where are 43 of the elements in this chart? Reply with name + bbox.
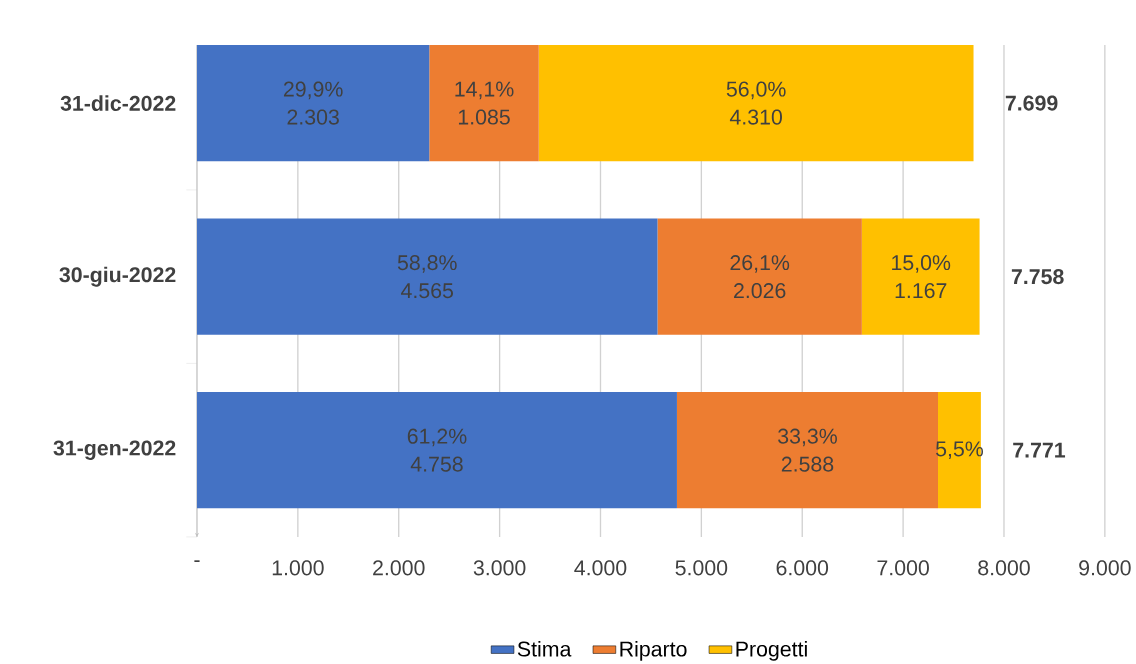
text: 29,9% [283, 81, 343, 100]
text: 2.303 [287, 109, 339, 125]
bar [861, 218, 980, 335]
bar [538, 45, 974, 162]
x-tick-label: 8.000 [978, 560, 1030, 576]
x-tick-label: 9.000 [1079, 560, 1131, 576]
x-tick-label: 1.000 [272, 560, 324, 576]
text: 4.758 [410, 456, 463, 472]
legend-label: Stima [517, 641, 572, 657]
x-tick-label: 2.000 [373, 560, 425, 576]
text: 14,1% [455, 81, 514, 100]
bar [196, 218, 658, 335]
total-label: 7.699 [1005, 95, 1058, 111]
x-tick-label: 7.000 [877, 560, 929, 576]
y-tick-label: 31-gen-2022 [53, 440, 176, 461]
bar [657, 218, 862, 335]
bar [429, 45, 539, 162]
text: 2.026 [734, 283, 786, 299]
total-label: 7.758 [1011, 269, 1064, 285]
x-tick-label: 6.000 [776, 560, 829, 576]
x-tick-label: 5.000 [675, 560, 728, 576]
bar [938, 392, 981, 509]
text: 33,3% [778, 428, 837, 447]
text: 4.565 [401, 283, 454, 299]
x-tick-label: 3.000 [473, 560, 526, 576]
text: 2.588 [781, 456, 834, 472]
text: 58,8% [397, 255, 457, 273]
legend-label: Progetti [736, 641, 807, 661]
y-tick-label: 30-giu-2022 [59, 266, 176, 287]
y-tick-label: 31-dic-2022 [60, 95, 176, 112]
x-tick-label: 4.000 [574, 560, 627, 576]
x-tick-label: - [194, 560, 200, 563]
legend-label: Riparto [620, 641, 687, 661]
bar [196, 45, 430, 162]
total-label: 7.771 [1013, 442, 1066, 458]
text: 1.085 [458, 109, 510, 125]
text: 15,0% [892, 255, 951, 273]
text: 56,0% [726, 81, 786, 100]
text: 61,2% [407, 428, 467, 447]
bar [196, 392, 677, 509]
text: 4.310 [729, 109, 782, 125]
text: 26,1% [730, 255, 790, 273]
text: 1.167 [895, 283, 947, 299]
